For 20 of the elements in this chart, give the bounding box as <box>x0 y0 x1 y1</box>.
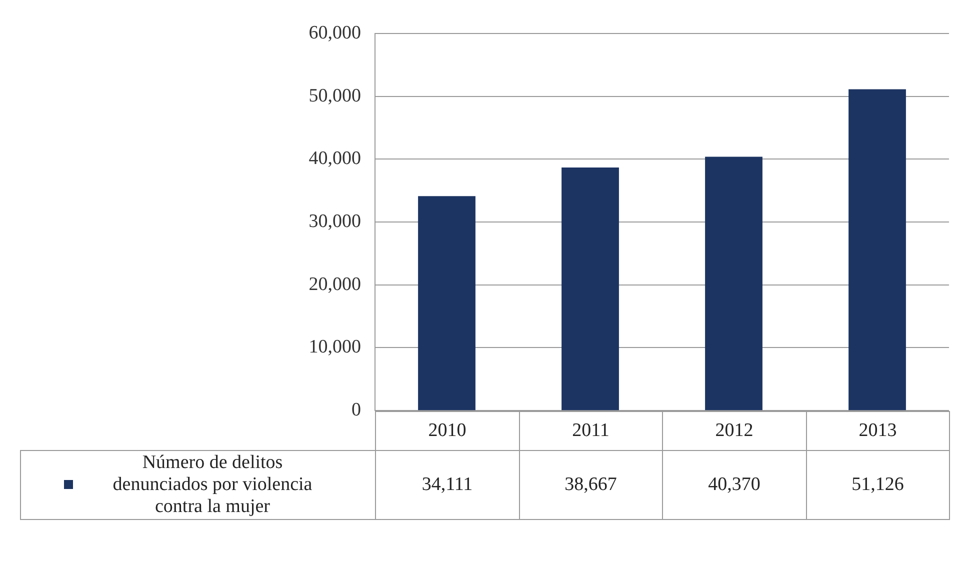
x-tick-label: 2011 <box>518 410 663 451</box>
y-tick-label: 0 <box>352 400 361 421</box>
data-label: 38,667 <box>518 450 663 520</box>
data-label: 34,111 <box>375 450 520 520</box>
y-tick-label: 20,000 <box>308 274 361 295</box>
bar <box>418 196 476 410</box>
data-label: 40,370 <box>662 450 806 520</box>
bar <box>705 156 762 410</box>
data-label: 51,126 <box>806 450 950 520</box>
text: Número de delitos denunciados por violencia contra la mujer <box>112 452 314 518</box>
x-tick-label: 2010 <box>375 410 520 451</box>
x-tick-label: 2012 <box>662 410 806 451</box>
y-tick-label: 30,000 <box>308 210 361 232</box>
y-tick-label: 50,000 <box>308 85 361 106</box>
bar <box>848 89 906 410</box>
y-tick-label: 40,000 <box>308 148 361 170</box>
y-tick-label: 10,000 <box>308 336 361 358</box>
x-tick-label: 2013 <box>806 410 950 451</box>
bar <box>562 168 619 410</box>
y-tick-label: 60,000 <box>308 22 361 44</box>
